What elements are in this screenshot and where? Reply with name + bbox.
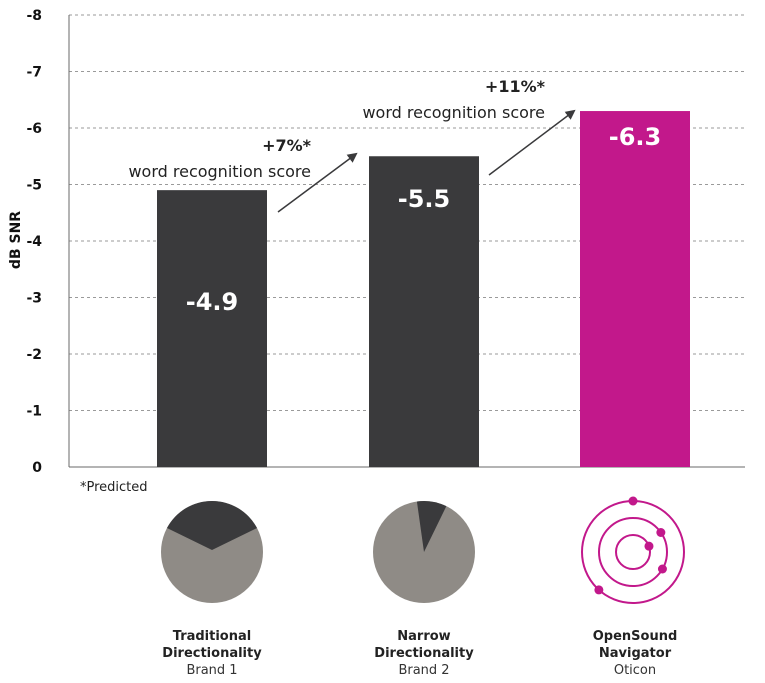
caption-title-line1: OpenSound xyxy=(593,629,678,644)
y-tick-label: -2 xyxy=(26,347,42,363)
caption-title-line2: Navigator xyxy=(599,646,672,661)
improvement-percent: +7%* xyxy=(262,136,312,155)
caption-title-line1: Narrow xyxy=(397,629,450,644)
y-tick-label: -8 xyxy=(26,8,42,24)
y-tick-label: 0 xyxy=(32,460,42,476)
orbit-dot xyxy=(657,564,667,574)
caption-brand: Brand 2 xyxy=(398,663,449,678)
y-tick-label: -3 xyxy=(26,291,42,307)
caption-brand: Oticon xyxy=(614,663,656,678)
improvement-percent: +11%* xyxy=(485,77,546,96)
improvement-arrow xyxy=(488,109,576,176)
orbit-dot xyxy=(628,496,638,506)
orbit-dot xyxy=(644,541,654,551)
orbit-rings-icon xyxy=(581,496,685,604)
orbit-dot xyxy=(656,527,666,537)
bar xyxy=(580,111,690,468)
pie-beam xyxy=(416,501,447,552)
caption-title-line1: Traditional xyxy=(173,629,251,644)
caption-traditional: Traditional Directionality Brand 1 xyxy=(162,629,262,678)
improvement-description: word recognition score xyxy=(362,103,545,122)
caption-title-line2: Directionality xyxy=(374,646,474,661)
caption-brand: Brand 1 xyxy=(186,663,237,678)
y-tick-label: -6 xyxy=(26,121,42,137)
orbit-dot xyxy=(594,585,604,595)
y-tick-label: -1 xyxy=(26,404,42,420)
bar xyxy=(369,156,479,467)
y-tick-label: -7 xyxy=(26,65,42,81)
narrow-pie-icon xyxy=(373,501,475,603)
y-tick-label: -4 xyxy=(26,234,42,250)
bar-value-label: -5.5 xyxy=(398,185,450,213)
bar-value-label: -4.9 xyxy=(186,288,238,316)
bar-value-label: -6.3 xyxy=(609,123,661,151)
bars: -4.9 -5.5 -6.3 xyxy=(157,111,690,468)
annotations: +7%* word recognition score +11%* word reco… xyxy=(128,77,576,213)
caption-opensound: OpenSound Navigator Oticon xyxy=(593,629,678,678)
wide-pie-icon xyxy=(161,501,263,603)
bar xyxy=(157,190,267,467)
caption-narrow: Narrow Directionality Brand 2 xyxy=(374,629,474,678)
improvement-description: word recognition score xyxy=(128,162,311,181)
orbit-ring xyxy=(598,517,668,587)
footnote: *Predicted xyxy=(80,480,148,495)
orbit-ring xyxy=(615,534,651,570)
pie-beam xyxy=(166,501,258,550)
improvement-arrow xyxy=(277,152,358,213)
y-tick-label: -5 xyxy=(26,178,42,194)
y-axis-label: dB SNR xyxy=(8,211,24,269)
caption-title-line2: Directionality xyxy=(162,646,262,661)
